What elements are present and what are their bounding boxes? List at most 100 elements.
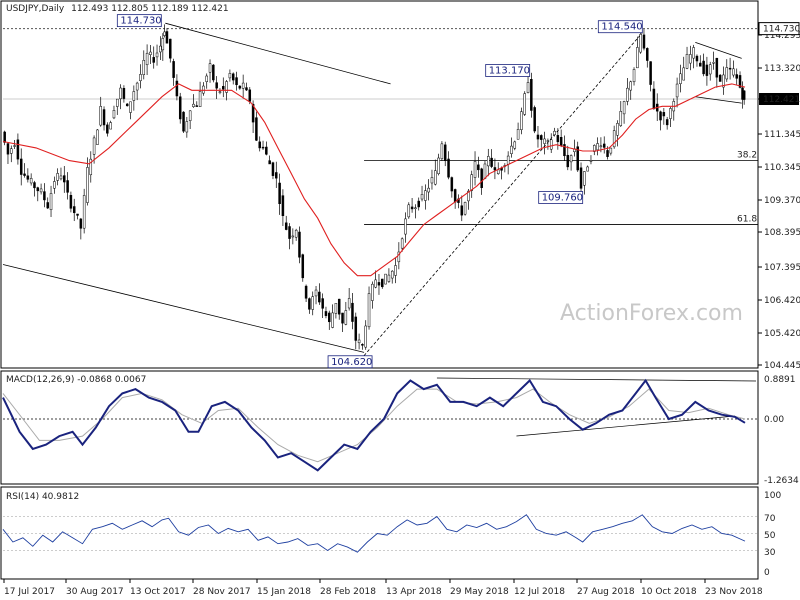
candle-body <box>357 339 361 344</box>
candle-body <box>487 156 490 167</box>
candle-body <box>76 213 79 216</box>
fib-level-label: 38.2 <box>737 151 757 161</box>
rsi-tick-label: 50 <box>764 531 776 541</box>
rsi-tick-label: 70 <box>764 514 776 524</box>
candle-body <box>546 140 550 142</box>
candle-body <box>301 254 305 279</box>
rsi-tick-label: 0 <box>764 568 770 578</box>
triangle-upper-line <box>695 41 742 59</box>
macd-tick-label: 0.00 <box>764 415 784 425</box>
candle-body <box>235 77 238 86</box>
candle-body <box>119 87 122 100</box>
ohlc-values: 112.493 112.805 112.189 112.421 <box>71 4 228 14</box>
resistance-box <box>758 22 800 36</box>
candle-body <box>341 312 344 324</box>
candle-body <box>404 218 407 235</box>
candle-body <box>659 111 662 121</box>
x-tick-label: 15 Jan 2018 <box>257 587 311 597</box>
candle-body <box>636 47 639 69</box>
candle-body <box>304 285 308 299</box>
candle-body <box>354 316 358 341</box>
candle-body <box>86 167 89 203</box>
candle-body <box>218 91 222 93</box>
candle-body <box>245 87 248 91</box>
candle-body <box>275 172 278 179</box>
candle-body <box>278 182 281 205</box>
candle-body <box>602 143 606 148</box>
candle-body <box>155 52 159 58</box>
price-tick-label: 113.320 <box>764 64 800 74</box>
candle-body <box>281 195 285 217</box>
macd-tick-label: -1.2634 <box>764 476 799 486</box>
candle-body <box>29 178 33 184</box>
candle-body <box>453 189 457 203</box>
candle-body <box>718 74 722 82</box>
candle-body <box>129 101 132 113</box>
candle-body <box>72 206 76 214</box>
candle-body <box>639 34 642 53</box>
candle-body <box>506 155 510 165</box>
candle-body <box>19 158 23 175</box>
candle-body <box>410 206 414 210</box>
x-tick-label: 10 Oct 2018 <box>641 587 697 597</box>
price-annotation-box <box>327 355 373 369</box>
candle-body <box>6 143 10 155</box>
macd-title: MACD(12,26,9) -0.0868 0.0067 <box>6 375 146 385</box>
candle-body <box>377 282 381 286</box>
uptrend-line <box>363 32 643 356</box>
candle-body <box>387 274 391 282</box>
candle-body <box>424 190 427 201</box>
candle-body <box>351 302 354 322</box>
candle-body <box>112 110 116 119</box>
rsi-line <box>2 514 746 553</box>
price-annotation-label: 113.170 <box>489 65 530 76</box>
candle-body <box>182 111 185 132</box>
candle-body <box>394 265 397 276</box>
candle-body <box>347 298 351 309</box>
watermark: ActionForex.com <box>560 301 743 326</box>
candle-body <box>480 168 483 189</box>
candle-body <box>185 121 189 133</box>
candle-body <box>384 273 387 285</box>
price-tick-label: 114.295 <box>764 31 800 41</box>
candle-body <box>665 119 669 126</box>
candle-body <box>669 108 672 119</box>
candle-body <box>589 160 593 162</box>
candle-body <box>238 85 242 89</box>
price-tick-label: 107.395 <box>764 263 800 273</box>
candle-body <box>682 67 685 81</box>
candle-body <box>225 81 228 93</box>
candle-body <box>553 130 556 136</box>
price-panel <box>0 0 759 369</box>
x-tick-label: 27 Aug 2018 <box>577 587 635 597</box>
candle-body <box>566 154 570 168</box>
candle-body <box>715 57 719 78</box>
candle-body <box>689 54 692 64</box>
candle-body <box>49 193 53 210</box>
x-tick-label: 17 Jul 2017 <box>4 587 55 597</box>
chart-title: USDJPY,Daily 112.493 112.805 112.189 112… <box>6 4 229 14</box>
candle-body <box>43 191 46 201</box>
candle-body <box>692 47 695 59</box>
candle-body <box>46 202 49 209</box>
candle-body <box>622 101 626 115</box>
macd-support-line <box>516 415 736 437</box>
price-annotation-box <box>116 14 162 28</box>
candle-body <box>109 122 112 130</box>
candle-body <box>205 75 208 82</box>
candle-body <box>26 175 30 180</box>
price-tick-label: 109.370 <box>764 196 800 206</box>
moving-average-line <box>2 83 746 277</box>
price-tick-label: 108.395 <box>764 228 800 238</box>
candle-body <box>420 194 424 200</box>
candle-body <box>36 187 40 192</box>
price-annotation-label: 109.760 <box>542 192 583 203</box>
candle-body <box>569 155 573 163</box>
triangle-lower-line <box>695 96 742 104</box>
candle-body <box>215 82 218 89</box>
candle-body <box>92 137 96 155</box>
candle-body <box>513 141 517 149</box>
candle-body <box>400 238 404 249</box>
candle-body <box>616 123 619 136</box>
candle-body <box>417 200 420 208</box>
